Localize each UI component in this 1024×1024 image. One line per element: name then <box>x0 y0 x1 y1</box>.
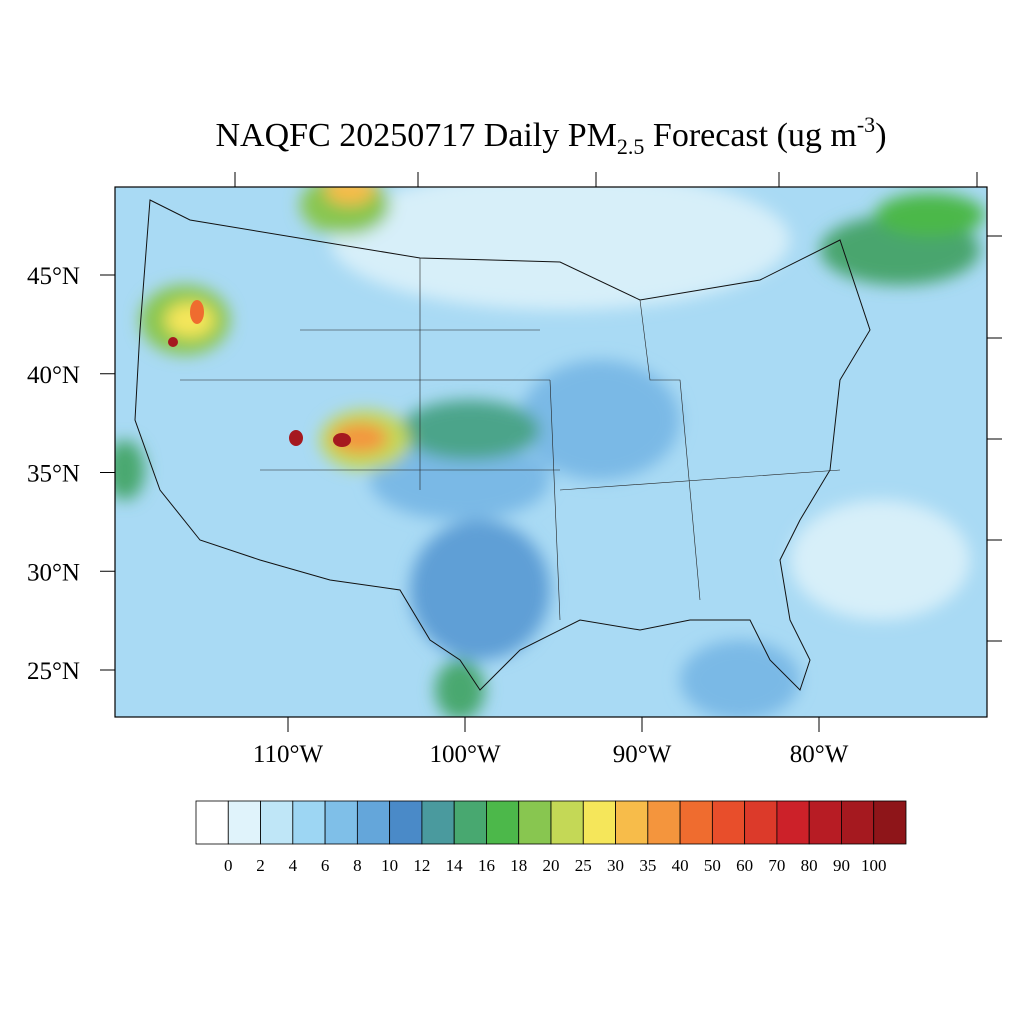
colorbar-label: 100 <box>861 856 887 875</box>
colorbar-label: 30 <box>607 856 624 875</box>
map-field <box>115 187 987 717</box>
colorbar-box <box>679 800 713 845</box>
lat-label: 30°N <box>27 559 80 586</box>
lat-label: 40°N <box>27 362 80 389</box>
colorbar-box <box>550 800 584 845</box>
colorbar-label: 0 <box>224 856 233 875</box>
colorbar-box <box>389 800 423 845</box>
colorbar-label: 25 <box>575 856 592 875</box>
title-end: ) <box>875 117 886 154</box>
colorbar-box <box>776 800 810 845</box>
frame-ticks <box>234 172 1002 642</box>
colorbar-label: 8 <box>353 856 362 875</box>
colorbar-label: 18 <box>510 856 527 875</box>
colorbar-label: 60 <box>736 856 753 875</box>
colorbar-label: 40 <box>672 856 689 875</box>
lon-label: 110°W <box>253 741 324 768</box>
colorbar-box <box>615 800 649 845</box>
colorbar-box <box>486 800 520 845</box>
colorbar-box <box>647 800 681 845</box>
colorbar-box <box>421 800 455 845</box>
colorbar-label: 35 <box>639 856 656 875</box>
title-main: NAQFC 20250717 Daily PM <box>215 117 616 154</box>
colorbar-box <box>356 800 391 845</box>
lat-label: 25°N <box>27 658 80 685</box>
colorbar-box <box>808 800 842 845</box>
title-sup: -3 <box>857 112 875 137</box>
colorbar-box <box>195 800 229 845</box>
colorbar-box <box>260 800 294 845</box>
lat-label: 35°N <box>27 461 80 488</box>
title-sub: 2.5 <box>617 134 645 159</box>
lon-label: 90°W <box>613 741 672 768</box>
map-frame <box>114 186 988 718</box>
colorbar-box <box>292 800 326 845</box>
title: NAQFC 20250717 Daily PM2.5 Forecast (ug … <box>215 112 886 159</box>
colorbar-label: 2 <box>256 856 265 875</box>
colorbar-box <box>227 800 261 845</box>
colorbar-box <box>453 800 487 845</box>
colorbar-label: 70 <box>768 856 785 875</box>
colorbar-box <box>324 800 358 845</box>
colorbar-box <box>582 800 616 845</box>
lon-label: 80°W <box>790 741 849 768</box>
lon-label: 100°W <box>429 741 500 768</box>
colorbar-box <box>518 800 552 845</box>
colorbar-label: 10 <box>381 856 398 875</box>
colorbar-box <box>873 800 907 845</box>
colorbar-label: 20 <box>543 856 560 875</box>
colorbar-label: 90 <box>833 856 850 875</box>
colorbar-label: 4 <box>289 856 298 875</box>
colorbar-label: 14 <box>446 856 464 875</box>
lat-label: 45°N <box>27 263 80 290</box>
colorbar-label: 16 <box>478 856 495 875</box>
colorbar-label: 50 <box>704 856 721 875</box>
colorbar-box <box>711 800 746 845</box>
colorbar-box <box>841 800 875 845</box>
colorbar-label: 80 <box>801 856 818 875</box>
colorbar-label: 6 <box>321 856 330 875</box>
colorbar-label: 12 <box>413 856 430 875</box>
colorbar-box <box>744 800 778 845</box>
title-middle: Forecast (ug m <box>644 117 856 154</box>
